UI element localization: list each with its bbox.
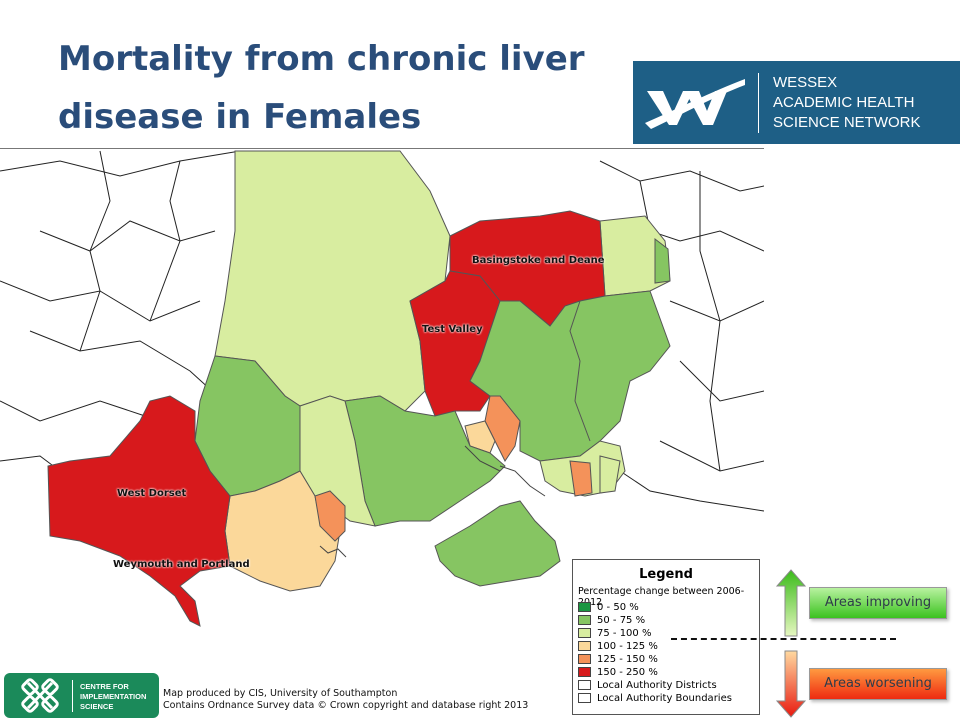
cis-line-3: SCIENCE: [80, 702, 114, 711]
choropleth-map: Basingstoke and Deane Test Valley West D…: [0, 148, 764, 721]
legend-swatch: [578, 641, 591, 651]
legend-item-label: 150 - 250 %: [597, 667, 658, 678]
legend-item-label: 0 - 50 %: [597, 602, 639, 613]
legend-swatch: [578, 628, 591, 638]
cis-line-2: IMPLEMENTATION: [80, 692, 147, 701]
label-west-dorset: West Dorset: [117, 488, 187, 499]
legend-item-label: 100 - 125 %: [597, 641, 658, 652]
region-gosport: [569, 460, 593, 497]
legend-item: Local Authority Districts: [578, 680, 717, 692]
cis-divider: [72, 680, 73, 712]
region-havant: [599, 455, 621, 494]
legend-swatch: [578, 693, 591, 703]
region-west-dorset: [47, 395, 231, 627]
title-line-1: Mortality from chronic liver: [58, 39, 585, 79]
legend-item: 125 - 150 %: [578, 654, 658, 666]
label-weymouth: Weymouth and Portland: [113, 559, 250, 570]
label-basingstoke: Basingstoke and Deane: [472, 255, 605, 266]
logo-text: WESSEX ACADEMIC HEALTH SCIENCE NETWORK: [773, 73, 921, 133]
arrow-down-icon: [776, 650, 806, 718]
legend-item-label: 50 - 75 %: [597, 615, 646, 626]
legend-swatch: [578, 680, 591, 690]
logo-line-3: SCIENCE NETWORK: [773, 114, 921, 131]
legend-item: 75 - 100 %: [578, 628, 651, 640]
map-legend: Legend Percentage change between 2006-20…: [572, 559, 760, 715]
legend-item: Local Authority Boundaries: [578, 693, 732, 705]
legend-title: Legend: [639, 567, 693, 582]
map-canvas: [0, 150, 764, 627]
credit-line-1: Map produced by CIS, University of South…: [163, 688, 398, 699]
map-credit: Map produced by CIS, University of South…: [163, 688, 528, 712]
title-line-2: disease in Females: [58, 97, 422, 137]
region-east-edge: [654, 237, 671, 284]
region-winchester: [469, 290, 671, 462]
wessex-ahsn-logo: WESSEX ACADEMIC HEALTH SCIENCE NETWORK: [633, 61, 960, 144]
cis-knot-icon: [21, 678, 59, 713]
legend-item: 100 - 125 %: [578, 641, 658, 653]
legend-item: 50 - 75 %: [578, 615, 645, 627]
legend-swatch: [578, 667, 591, 677]
label-test-valley: Test Valley: [422, 324, 483, 335]
logo-line-1: WESSEX: [773, 74, 838, 91]
region-isle-of-wight: [434, 500, 561, 587]
credit-line-2: Contains Ordnance Survey data © Crown co…: [163, 700, 529, 711]
region-east-hants-line: [569, 300, 591, 442]
legend-item-label: Local Authority Districts: [597, 680, 717, 691]
legend-swatch: [578, 654, 591, 664]
legend-item-label: 75 - 100 %: [597, 628, 652, 639]
legend-swatch: [578, 602, 591, 612]
cis-logo: CENTRE FOR IMPLEMENTATION SCIENCE: [4, 673, 159, 718]
logo-divider: [758, 73, 759, 133]
legend-item-label: 125 - 150 %: [597, 654, 658, 665]
legend-item: 0 - 50 %: [578, 602, 639, 614]
legend-item: 150 - 250 %: [578, 667, 658, 679]
areas-improving-label: Areas improving: [809, 587, 947, 619]
cis-line-1: CENTRE FOR: [80, 682, 129, 691]
legend-item-label: Local Authority Boundaries: [597, 693, 732, 704]
coastline: [319, 445, 546, 558]
region-southampton: [464, 420, 496, 454]
legend-swatch: [578, 615, 591, 625]
wessex-logo-mark-icon: [645, 79, 745, 129]
logo-line-2: ACADEMIC HEALTH: [773, 94, 915, 111]
arrow-up-icon: [776, 569, 806, 637]
region-purbeck: [224, 470, 341, 592]
page-title: Mortality from chronic liver disease in …: [58, 30, 628, 146]
cis-text: CENTRE FOR IMPLEMENTATION SCIENCE: [80, 682, 146, 712]
threshold-dashed-line: [671, 638, 896, 640]
areas-worsening-label: Areas worsening: [809, 668, 947, 700]
region-poole: [314, 490, 346, 542]
